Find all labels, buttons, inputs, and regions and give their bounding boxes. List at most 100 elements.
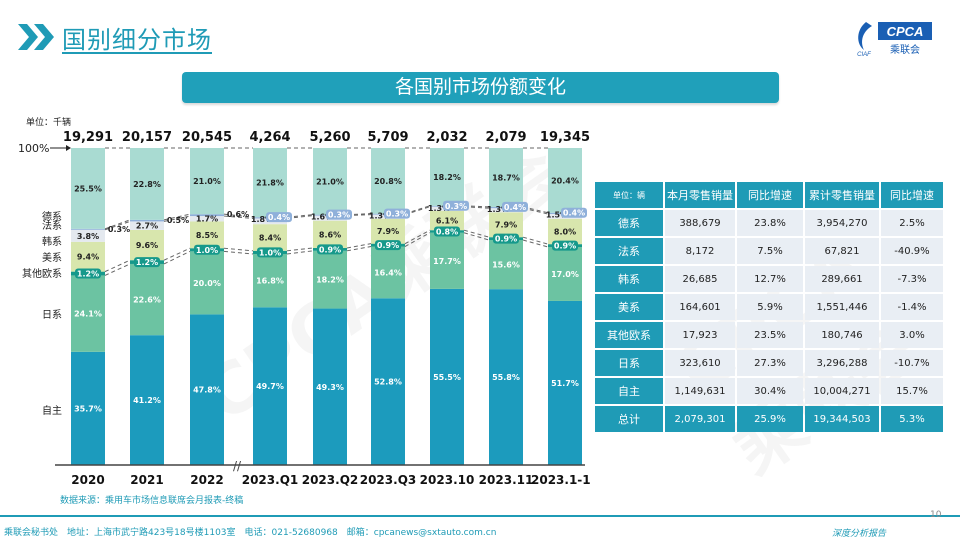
connector-line: [463, 232, 490, 241]
axis-break-icon: //: [233, 459, 242, 473]
table-unit: 单位：辆: [595, 182, 663, 208]
x-tick-label: 2021: [130, 473, 163, 487]
bar-segment-0: [371, 298, 405, 465]
stacked-share-chart: 35.7% 24.1% 1.2% 9.4% 3.8% 0.3% 25.5% 19,291 202…: [18, 130, 590, 487]
arrow-head-icon: [66, 145, 71, 151]
x-tick-label: 2023.Q1: [242, 473, 299, 487]
label-pill: [326, 209, 352, 220]
total-label: 2,079: [485, 130, 526, 145]
table-cell: 25.9%: [737, 406, 803, 432]
y-100-label: 100%: [18, 142, 49, 155]
x-tick-label: 2023.Q2: [302, 473, 359, 487]
data-label: 0.3%: [445, 202, 467, 211]
total-label: 4,264: [249, 130, 290, 145]
connector-line: [104, 259, 131, 273]
total-label: 20,545: [182, 130, 232, 145]
connector-line: [522, 206, 549, 214]
table-cell: 289,661: [805, 266, 879, 292]
bar-segment-6: [489, 148, 523, 207]
bar-segment-1: [489, 240, 523, 290]
connector-line: [346, 243, 372, 249]
bar-segment-6: [313, 148, 347, 215]
bar-segment-4: [130, 221, 164, 230]
connector-line: [163, 247, 191, 261]
data-label: 7.9%: [377, 227, 399, 236]
table-cell: 2.5%: [881, 210, 943, 236]
bar-segment-6: [190, 148, 224, 215]
series-label: 日系: [42, 309, 62, 321]
table-cell: 3.0%: [881, 322, 943, 348]
data-label: 3.8%: [77, 232, 99, 241]
data-label: 1.3%: [369, 212, 391, 221]
bar-segment-3: [71, 241, 105, 272]
data-label: 0.8%: [436, 227, 458, 236]
total-label: 5,260: [309, 130, 350, 145]
data-label: 41.2%: [133, 396, 161, 405]
data-label: 0.3%: [108, 225, 130, 234]
table-cell: 323,610: [665, 350, 735, 376]
data-label: 55.8%: [492, 373, 520, 382]
bar-segment-1: [313, 250, 347, 309]
connector-line: [223, 247, 254, 252]
bar-segment-4: [190, 216, 224, 222]
table-row: 法系 8,172 7.5% 67,821 -40.9%: [595, 238, 943, 264]
row-label: 总计: [595, 406, 663, 432]
table-header-row: 单位：辆 本月零售销量 同比增速 累计零售销量 同比增速: [595, 182, 943, 208]
table-cell: 7.5%: [737, 238, 803, 264]
connector-line: [522, 236, 549, 245]
data-label: 8.5%: [196, 231, 218, 240]
data-label: 49.7%: [256, 382, 284, 391]
data-label: 16.8%: [256, 277, 284, 286]
unit-label: 单位：千辆: [26, 118, 72, 128]
col-header: 同比增速: [881, 182, 943, 208]
data-label: 1.3%: [428, 204, 450, 213]
bar-segment-1: [548, 247, 582, 301]
data-label: 8.6%: [319, 230, 341, 239]
bar-segment-6: [430, 148, 464, 206]
data-label: 8.4%: [259, 233, 281, 242]
table-cell: 10,004,271: [805, 378, 879, 404]
data-label: 20.8%: [374, 177, 402, 186]
label-pill: [443, 200, 469, 211]
table-cell: -1.4%: [881, 294, 943, 320]
bar-segment-5: [71, 228, 105, 230]
table-row: 总计 2,079,301 25.9% 19,344,503 5.3%: [595, 406, 943, 432]
row-label: 韩系: [595, 266, 663, 292]
table-cell: 27.3%: [737, 350, 803, 376]
double-chevron-icon: [18, 24, 54, 50]
series-label: 法系: [42, 219, 62, 232]
total-label: 19,345: [540, 130, 590, 145]
data-label: 2.7%: [136, 222, 158, 231]
row-label: 日系: [595, 350, 663, 376]
connector-line: [522, 239, 549, 248]
data-label: 20.0%: [193, 279, 221, 288]
col-header: 累计零售销量: [805, 182, 879, 208]
table-cell: 19,344,503: [805, 406, 879, 432]
data-label: 0.4%: [504, 203, 526, 212]
data-label: 0.6%: [227, 210, 249, 219]
bar-segment-3: [130, 229, 164, 261]
table-cell: 15.7%: [881, 378, 943, 404]
data-label: 1.2%: [77, 270, 99, 279]
data-label: 1.6%: [311, 213, 333, 222]
data-label: 0.4%: [268, 213, 290, 222]
connector-line: [286, 215, 314, 219]
data-label: 7.9%: [495, 221, 517, 230]
data-label: 1.7%: [196, 215, 218, 224]
data-label: 8.0%: [554, 227, 576, 236]
data-label: 24.1%: [74, 310, 102, 319]
connector-line: [522, 207, 549, 215]
table-cell: 12.7%: [737, 266, 803, 292]
x-tick-label: 2020: [71, 473, 104, 487]
bar-segment-0: [71, 351, 105, 465]
connector-line: [286, 250, 314, 255]
data-label: 17.0%: [551, 270, 579, 279]
bar-segment-3: [313, 220, 347, 248]
data-label: 47.8%: [193, 386, 221, 395]
data-label: 55.5%: [433, 373, 461, 382]
bar-segment-0: [548, 300, 582, 465]
data-label: 17.7%: [433, 257, 461, 266]
data-label: 21.0%: [193, 177, 221, 186]
label-pill: [502, 201, 528, 212]
col-header: 本月零售销量: [665, 182, 735, 208]
